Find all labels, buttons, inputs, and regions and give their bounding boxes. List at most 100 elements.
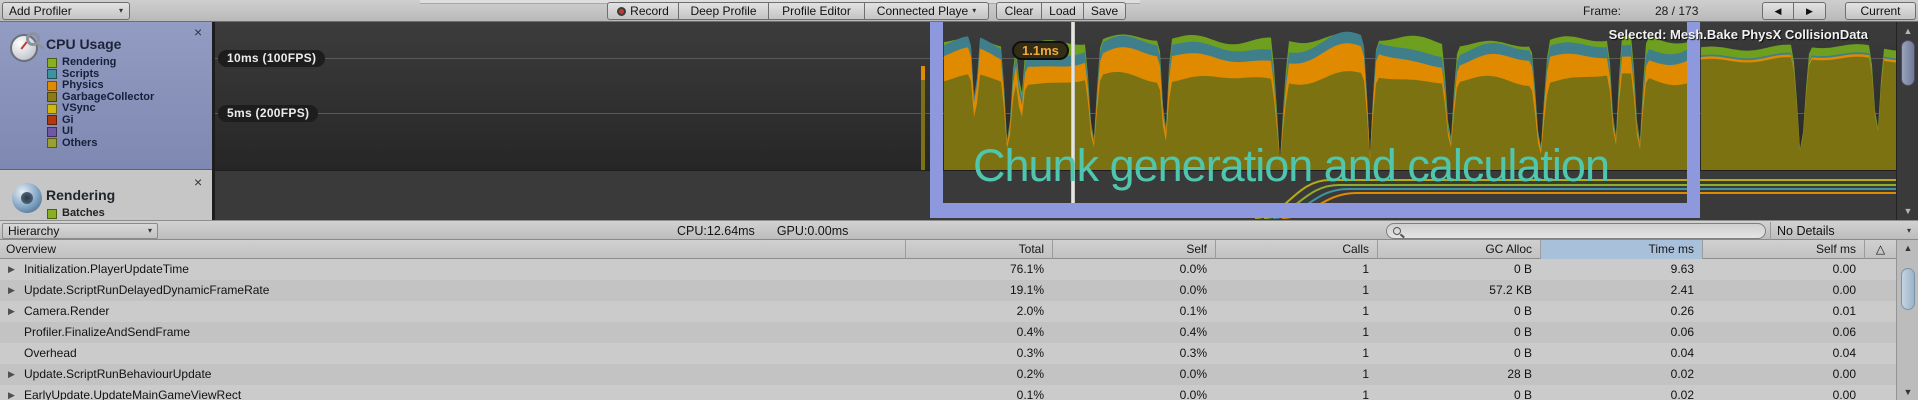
hierarchy-table-header: Overview Total Self Calls GC Alloc Time … <box>0 240 1918 259</box>
self-cell: 0.3% <box>1179 346 1207 360</box>
current-label: Current <box>1860 4 1901 18</box>
sample-name: EarlyUpdate.UpdateMainGameViewRect <box>24 388 242 400</box>
table-row[interactable]: ▶ Update.ScriptRunDelayedDynamicFrameRat… <box>0 280 1896 301</box>
cpu-usage-module[interactable]: CPU Usage × Rendering Scripts Physics Ga… <box>0 22 212 170</box>
details-mode-label: No Details <box>1777 224 1835 238</box>
calls-cell: 1 <box>1362 367 1369 381</box>
record-button[interactable]: Record <box>607 2 679 20</box>
expand-arrow-icon[interactable]: ▶ <box>8 285 15 295</box>
next-frame-button[interactable]: ▶ <box>1794 2 1826 20</box>
calls-cell: 1 <box>1362 388 1369 400</box>
self-cell: 0.0% <box>1179 388 1207 400</box>
gc-cell: 57.2 KB <box>1489 283 1532 297</box>
legend-item-gi[interactable]: Gi <box>47 114 74 126</box>
profiler-modules-sidebar: CPU Usage × Rendering Scripts Physics Ga… <box>0 22 215 220</box>
sidebar-divider <box>212 22 215 220</box>
table-row[interactable]: ▶ Camera.Render 2.0% 0.1% 1 0 B 0.26 0.0… <box>0 301 1896 322</box>
scroll-down-icon[interactable]: ▼ <box>1903 206 1913 216</box>
garbage-swatch-icon <box>47 92 57 102</box>
clear-button[interactable]: Clear <box>996 2 1042 20</box>
scrollbar-thumb[interactable] <box>1901 268 1915 310</box>
add-profiler-dropdown[interactable]: Add Profiler ▾ <box>2 2 130 20</box>
current-frame-indicator[interactable] <box>1071 22 1075 203</box>
column-header-self-ms[interactable]: Self ms <box>1702 240 1864 259</box>
close-icon[interactable]: × <box>194 24 203 40</box>
warning-column-icon[interactable]: △ <box>1864 240 1896 259</box>
selfms-cell: 0.00 <box>1832 388 1856 400</box>
column-header-calls[interactable]: Calls <box>1215 240 1377 259</box>
expand-arrow-icon[interactable]: ▶ <box>8 306 15 316</box>
sample-name: Initialization.PlayerUpdateTime <box>24 262 189 276</box>
time-cell: 9.63 <box>1670 262 1694 276</box>
expand-arrow-icon[interactable]: ▶ <box>8 390 15 400</box>
column-header-overview[interactable]: Overview <box>6 242 57 256</box>
profile-editor-button[interactable]: Profile Editor <box>769 2 865 20</box>
others-swatch-icon <box>47 138 57 148</box>
deep-profile-button[interactable]: Deep Profile <box>679 2 769 20</box>
rendering-profiler-icon <box>12 183 42 213</box>
details-mode-dropdown[interactable]: No Details ▾ <box>1770 222 1917 240</box>
legend-item-others[interactable]: Others <box>47 136 98 149</box>
modules-scrollbar[interactable]: ▲ ▼ <box>1896 22 1918 220</box>
selection-right-border <box>1687 22 1700 218</box>
column-header-gc-alloc[interactable]: GC Alloc <box>1377 240 1540 259</box>
total-cell: 0.1% <box>1016 388 1044 400</box>
save-button[interactable]: Save <box>1084 2 1126 20</box>
time-cell: 0.02 <box>1670 367 1694 381</box>
total-cell: 0.3% <box>1016 346 1044 360</box>
rendering-module-title: Rendering <box>46 187 116 203</box>
hierarchy-toolbar: Hierarchy ▾ CPU:12.64ms GPU:0.00ms No De… <box>0 220 1918 240</box>
time-cell: 0.02 <box>1670 388 1694 400</box>
legend-item-ui[interactable]: UI <box>47 126 73 137</box>
profiler-toolbar: Add Profiler ▾ Record Deep Profile Profi… <box>0 0 1918 22</box>
physics-swatch-icon <box>47 80 57 91</box>
selfms-cell: 0.00 <box>1832 262 1856 276</box>
selected-sample-label: Selected: Mesh.Bake PhysX CollisionData <box>1608 27 1868 42</box>
table-row[interactable]: Overhead 0.3% 0.3% 1 0 B 0.04 0.04 <box>0 343 1896 364</box>
load-button[interactable]: Load <box>1042 2 1084 20</box>
time-cell: 2.41 <box>1670 283 1694 297</box>
cpu-usage-chart[interactable]: 10ms (100FPS) 5ms (200FPS) Selected: Mes… <box>215 22 1896 220</box>
search-field[interactable] <box>1386 223 1766 239</box>
legend-item-physics[interactable]: Physics <box>47 80 104 91</box>
expand-arrow-icon[interactable]: ▶ <box>8 264 15 274</box>
scroll-up-icon[interactable]: ▲ <box>1903 26 1913 36</box>
table-row[interactable]: Profiler.FinalizeAndSendFrame 0.4% 0.4% … <box>0 322 1896 343</box>
scroll-up-icon[interactable]: ▲ <box>1903 243 1913 253</box>
legend-label: Others <box>62 136 98 149</box>
prev-frame-button[interactable]: ◀ <box>1762 2 1794 20</box>
table-row[interactable]: ▶ Initialization.PlayerUpdateTime 76.1% … <box>0 259 1896 280</box>
rendering-swatch-icon <box>47 57 57 68</box>
legend-item-batches[interactable]: Batches <box>47 208 105 219</box>
sample-name: Update.ScriptRunDelayedDynamicFrameRate <box>24 283 270 297</box>
calls-cell: 1 <box>1362 283 1369 297</box>
chart-canvas[interactable] <box>215 22 1896 220</box>
rendering-module[interactable]: Rendering × Batches <box>0 171 212 220</box>
column-header-total[interactable]: Total <box>905 240 1052 259</box>
self-cell: 0.1% <box>1179 304 1207 318</box>
view-mode-dropdown[interactable]: Hierarchy ▾ <box>2 223 158 239</box>
gridline-10ms-label: 10ms (100FPS) <box>218 50 326 67</box>
table-row[interactable]: ▶ EarlyUpdate.UpdateMainGameViewRect 0.1… <box>0 385 1896 400</box>
load-label: Load <box>1049 4 1076 18</box>
frame-value: 28 / 173 <box>1655 4 1699 18</box>
frame-label: Frame: <box>1583 4 1622 18</box>
chevron-down-icon: ▾ <box>972 6 977 15</box>
current-frame-button[interactable]: Current <box>1845 2 1916 20</box>
connected-player-dropdown[interactable]: Connected Playe ▾ <box>865 2 989 20</box>
chevron-down-icon: ▾ <box>118 6 123 15</box>
column-header-self[interactable]: Self <box>1052 240 1215 259</box>
legend-item-garbagecollector[interactable]: GarbageCollector <box>47 91 154 103</box>
scroll-down-icon[interactable]: ▼ <box>1903 387 1913 397</box>
search-input[interactable] <box>1405 225 1745 237</box>
legend-item-rendering[interactable]: Rendering <box>47 57 116 68</box>
legend-item-scripts[interactable]: Scripts <box>47 68 99 80</box>
expand-arrow-icon[interactable]: ▶ <box>8 369 15 379</box>
table-row[interactable]: ▶ Update.ScriptRunBehaviourUpdate 0.2% 0… <box>0 364 1896 385</box>
scrollbar-thumb[interactable] <box>1901 40 1915 86</box>
close-icon[interactable]: × <box>194 174 203 190</box>
legend-item-vsync[interactable]: VSync <box>47 103 96 114</box>
table-scrollbar[interactable]: ▲ ▼ <box>1896 240 1918 400</box>
column-header-time-ms[interactable]: Time ms <box>1540 240 1702 259</box>
view-mode-label: Hierarchy <box>8 224 60 238</box>
